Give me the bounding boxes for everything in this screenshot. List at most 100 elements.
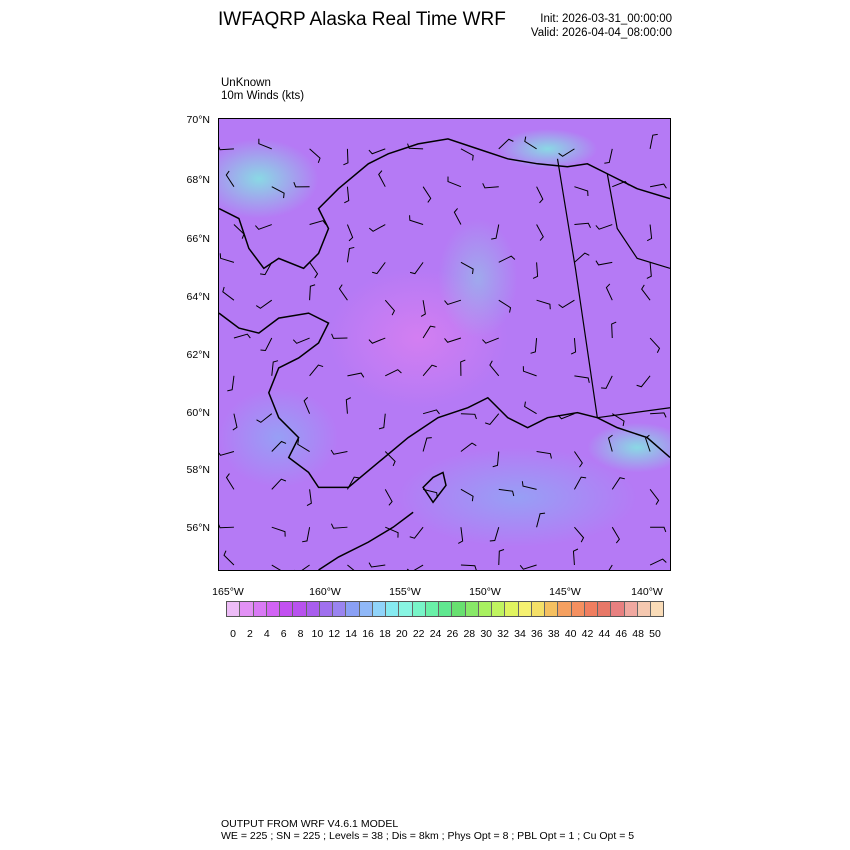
wind-barb xyxy=(223,550,235,566)
wind-barb xyxy=(646,224,653,242)
colorbar-box xyxy=(293,602,307,616)
wind-barb xyxy=(460,148,474,161)
wind-barb xyxy=(422,437,432,452)
wind-barb xyxy=(524,136,537,150)
wind-barb xyxy=(498,549,505,566)
wind-barb xyxy=(378,413,386,430)
lon-label: 160°W xyxy=(309,586,341,598)
wind-barb xyxy=(233,333,251,339)
wind-barb xyxy=(309,148,321,163)
wind-barb xyxy=(292,337,310,344)
wind-barb xyxy=(344,186,350,204)
wind-barb xyxy=(482,183,499,189)
colorbar-label: 50 xyxy=(649,628,661,640)
colorbar-box xyxy=(333,602,347,616)
colorbar-label: 14 xyxy=(345,628,357,640)
colorbar-box xyxy=(439,602,453,616)
wind-barb xyxy=(302,527,311,543)
wind-barb xyxy=(422,325,436,339)
wind-barb xyxy=(605,283,613,301)
wind-barb xyxy=(491,224,500,240)
lat-label: 56°N xyxy=(186,522,210,534)
colorbar-box xyxy=(571,602,585,616)
colorbar-label: 38 xyxy=(547,628,560,640)
wind-barb xyxy=(309,364,324,377)
colorbar-label: 30 xyxy=(480,628,493,640)
wind-barb xyxy=(303,397,311,414)
border xyxy=(556,158,670,419)
colorbar-box xyxy=(412,602,426,616)
wind-barb xyxy=(489,527,500,542)
wind-barb xyxy=(458,527,464,544)
colorbar-box xyxy=(518,602,532,616)
wind-barb xyxy=(271,360,279,376)
wind-barb xyxy=(498,299,512,313)
wind-barb xyxy=(649,133,658,149)
wind-barb xyxy=(385,526,399,538)
wind-barb xyxy=(574,222,591,228)
lat-label: 62°N xyxy=(186,349,210,361)
colorbar-label: 10 xyxy=(311,628,324,640)
wind-barb xyxy=(368,337,386,344)
wind-barb xyxy=(343,148,349,166)
coastline xyxy=(219,138,670,570)
wind-barb xyxy=(489,360,500,377)
wind-barb xyxy=(271,478,287,490)
wind-barb xyxy=(536,299,551,310)
wind-barb xyxy=(530,337,538,354)
wind-barb xyxy=(611,321,617,339)
wind-barb xyxy=(536,451,552,459)
wind-barb xyxy=(611,526,620,544)
footer-model: OUTPUT FROM WRF V4.6.1 MODEL xyxy=(221,818,399,830)
colorbar-box xyxy=(611,602,625,616)
colorbar-box xyxy=(505,602,519,616)
wind-barb xyxy=(574,526,585,543)
field-label: UnKnown xyxy=(221,77,271,89)
field-units: 10m Winds (kts) xyxy=(221,90,305,102)
wind-barb xyxy=(453,208,462,225)
colorbar-box xyxy=(425,602,439,616)
lon-label: 140°W xyxy=(631,586,663,598)
wind-barb xyxy=(650,526,667,533)
colorbar-box xyxy=(558,602,572,616)
colorbar-box xyxy=(253,602,267,616)
wind-barb xyxy=(558,148,575,157)
colorbar-label: 48 xyxy=(632,628,644,640)
wind-barb xyxy=(420,300,426,317)
wind-barb xyxy=(558,299,575,309)
colorbar-box xyxy=(319,602,333,616)
wind-barb xyxy=(572,548,579,566)
wind-barb xyxy=(574,252,590,263)
wind-barb xyxy=(384,299,396,316)
lat-label: 68°N xyxy=(186,174,210,186)
wind-barb xyxy=(460,488,474,502)
colorbar-box xyxy=(227,602,241,616)
wind-barb xyxy=(532,262,539,279)
wind-barb xyxy=(338,284,348,301)
wind-barb xyxy=(297,439,310,452)
wind-barb xyxy=(557,413,575,420)
wind-barb xyxy=(650,412,667,418)
wind-barb xyxy=(368,562,386,568)
colorbar-box xyxy=(346,602,360,616)
wind-barb xyxy=(309,220,327,226)
lat-label: 60°N xyxy=(186,407,210,419)
colorbar-label: 8 xyxy=(297,628,304,640)
wind-barb xyxy=(460,359,466,376)
wind-barb xyxy=(447,176,462,188)
wind-barb xyxy=(260,337,273,351)
colorbar-label: 40 xyxy=(564,628,577,640)
init-time: Init: 2026-03-31_00:00:00 xyxy=(540,13,672,25)
wind-barb xyxy=(306,489,312,506)
colorbar-box xyxy=(465,602,479,616)
colorbar-box xyxy=(531,602,545,616)
wind-barb xyxy=(219,253,235,263)
lon-label: 155°W xyxy=(389,586,421,598)
colorbar-box xyxy=(399,602,413,616)
colorbar-label: 16 xyxy=(362,628,374,640)
colorbar-box xyxy=(584,602,598,616)
colorbar-label: 44 xyxy=(598,628,611,640)
wind-barbs xyxy=(219,133,667,570)
wind-barb xyxy=(607,434,613,452)
wind-barb xyxy=(385,369,402,377)
